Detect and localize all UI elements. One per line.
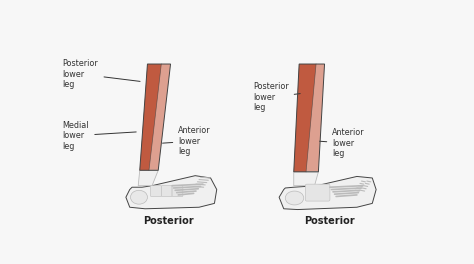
Polygon shape: [294, 64, 316, 172]
Text: Anterior
lower
leg: Anterior lower leg: [319, 128, 365, 158]
Ellipse shape: [130, 190, 147, 204]
FancyBboxPatch shape: [172, 186, 183, 196]
Text: Posterior
lower
leg: Posterior lower leg: [63, 59, 140, 89]
Polygon shape: [138, 170, 158, 186]
Polygon shape: [294, 172, 319, 186]
FancyBboxPatch shape: [151, 186, 161, 196]
Text: Medial
lower
leg: Medial lower leg: [63, 121, 136, 150]
Polygon shape: [140, 64, 171, 170]
Polygon shape: [126, 176, 217, 209]
FancyBboxPatch shape: [161, 186, 172, 196]
FancyBboxPatch shape: [305, 184, 330, 201]
Polygon shape: [140, 64, 161, 170]
Polygon shape: [294, 64, 325, 172]
Text: Anterior
lower
leg: Anterior lower leg: [163, 126, 211, 156]
Text: Posterior
lower
leg: Posterior lower leg: [253, 82, 300, 112]
Text: Posterior: Posterior: [305, 216, 355, 227]
Polygon shape: [279, 176, 376, 210]
Ellipse shape: [285, 191, 304, 205]
Text: Posterior: Posterior: [143, 216, 193, 227]
